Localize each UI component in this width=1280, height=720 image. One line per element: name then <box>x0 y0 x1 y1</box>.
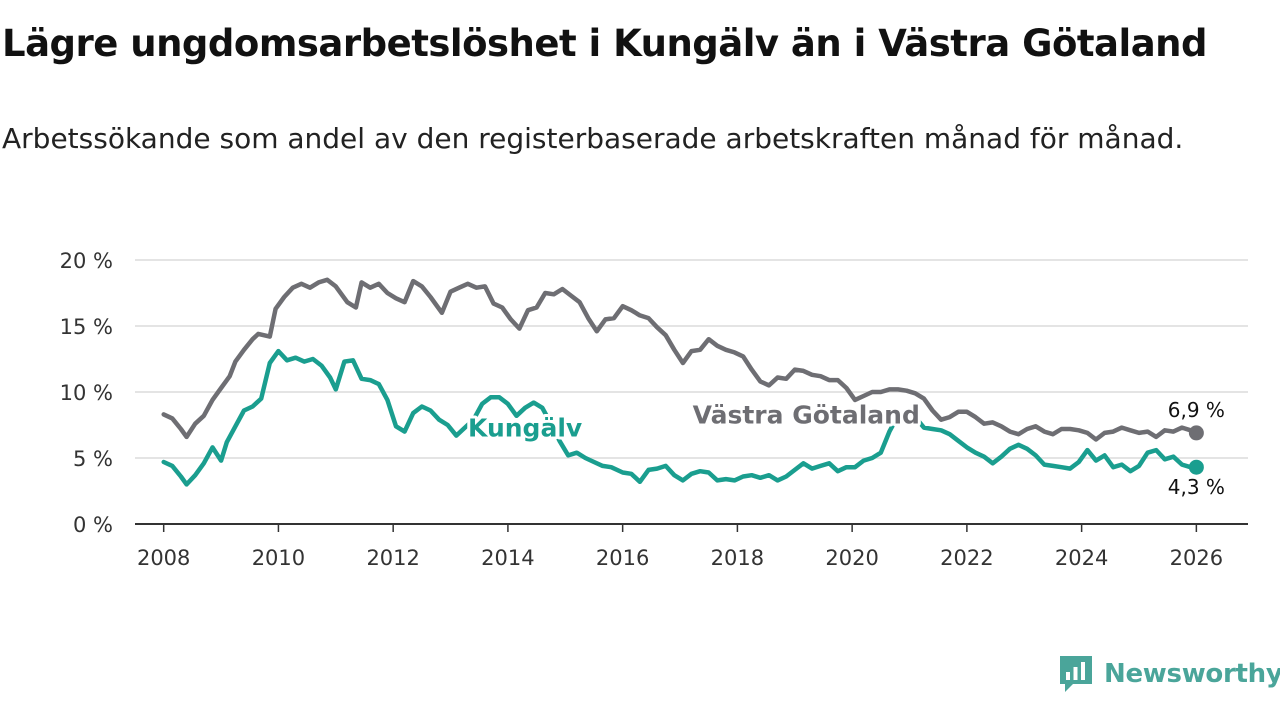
x-tick-label: 2024 <box>1055 546 1108 570</box>
y-tick-label: 15 % <box>60 315 113 339</box>
end-value-label-kung-lv: 4,3 % <box>1168 475 1225 499</box>
x-tick-label: 2026 <box>1170 546 1223 570</box>
brand-logo: Newsworthy <box>1058 652 1280 696</box>
x-tick-label: 2020 <box>825 546 878 570</box>
x-tick-label: 2010 <box>252 546 305 570</box>
series-line-kung-lv <box>161 348 1199 487</box>
y-tick-label: 0 % <box>73 513 113 537</box>
y-tick-label: 20 % <box>60 249 113 273</box>
end-marker-kung-lv <box>1188 459 1204 475</box>
x-tick-label: 2022 <box>940 546 993 570</box>
brand-name: Newsworthy <box>1104 659 1280 689</box>
end-marker-v-stra-g-taland <box>1188 425 1204 441</box>
newsworthy-logo-icon <box>1060 656 1092 692</box>
series-label-v-stra-g-taland: Västra Götaland <box>693 400 920 429</box>
series-line-v-stra-g-taland <box>161 277 1199 442</box>
line-chart: 0 % 5 % 10 % 15 % 20 % 2008 2010 2012 2014 2016 20… <box>60 249 1248 570</box>
series-label-kung-lv: Kungälv <box>468 414 582 443</box>
y-tick-label: 5 % <box>73 447 113 471</box>
x-tick-label: 2012 <box>366 546 419 570</box>
x-tick-label: 2018 <box>711 546 764 570</box>
chart-title: Lägre ungdomsarbetslöshet i Kungälv än i… <box>2 22 1208 65</box>
chart-subtitle: Arbetssökande som andel av den registerb… <box>2 122 1184 155</box>
x-tick-label: 2016 <box>596 546 649 570</box>
end-value-label-v-stra-g-taland: 6,9 % <box>1168 398 1225 422</box>
y-tick-label: 10 % <box>60 381 113 405</box>
x-tick-label: 2014 <box>481 546 534 570</box>
x-tick-label: 2008 <box>137 546 190 570</box>
